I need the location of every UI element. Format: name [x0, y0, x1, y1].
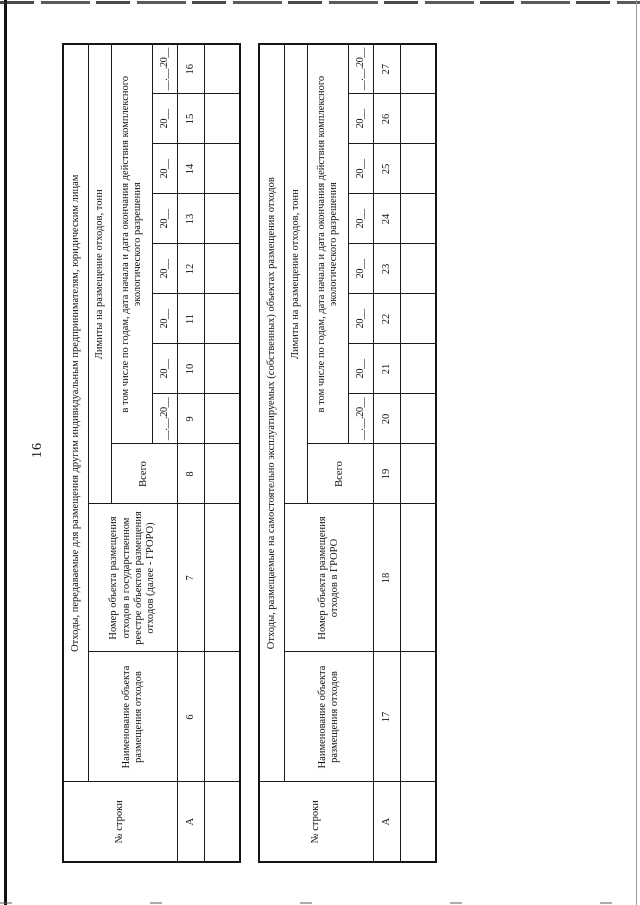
limits-header: Лимиты на размещение отходов, тонн	[88, 44, 112, 504]
row-letter-cell: А	[177, 782, 205, 862]
column-number-cell: 21	[373, 344, 401, 394]
year-label-cell: 20__	[348, 294, 374, 344]
empty-data-cell	[400, 244, 436, 294]
row-number-header: № строки	[63, 782, 178, 862]
empty-data-cell	[204, 782, 240, 862]
empty-data-cell	[204, 144, 240, 194]
empty-data-cell	[204, 652, 240, 782]
year-label-cell: 20__	[348, 344, 374, 394]
year-label-cell: __.__.20__	[152, 394, 178, 444]
empty-data-cell	[400, 294, 436, 344]
year-label-cell: 20__	[152, 94, 178, 144]
column-number-cell: 12	[177, 244, 205, 294]
column-number-cell: 16	[177, 44, 205, 94]
column-number-cell: 17	[373, 652, 401, 782]
column-number-cell: 19	[373, 444, 401, 504]
empty-data-cell	[204, 344, 240, 394]
row-letter-cell: А	[373, 782, 401, 862]
column-number-cell: 25	[373, 144, 401, 194]
empty-data-cell	[400, 43, 436, 94]
year-label-cell: 20__	[348, 144, 374, 194]
empty-data-cell	[204, 504, 240, 652]
empty-data-cell	[400, 344, 436, 394]
year-label-cell: 20__	[152, 194, 178, 244]
site-name-header: Наименование объекта размещения отходов	[88, 652, 178, 782]
empty-data-cell	[204, 194, 240, 244]
column-number-cell: 18	[373, 504, 401, 652]
scan-edge-artifact-bottom	[0, 902, 640, 904]
year-label-cell: __.__.20__	[348, 394, 374, 444]
column-number-cell: 24	[373, 194, 401, 244]
empty-data-cell	[400, 144, 436, 194]
empty-data-cell	[204, 94, 240, 144]
column-number-cell: 27	[373, 43, 401, 94]
empty-data-cell	[400, 194, 436, 244]
page-number: 16	[30, 442, 45, 458]
total-header: Всего	[111, 444, 178, 504]
column-number-cell: 10	[177, 344, 205, 394]
year-label-cell: 20__	[152, 344, 178, 394]
column-number-cell: 26	[373, 94, 401, 144]
column-number-cell: 11	[177, 294, 205, 344]
groro-number-header: Номер объекта размещения отходов в ГРОРО	[284, 504, 374, 652]
column-number-cell: 23	[373, 244, 401, 294]
year-label-cell: 20__	[152, 144, 178, 194]
column-number-cell: 14	[177, 144, 205, 194]
table-title: Отходы, передаваемые для размещения друг…	[63, 44, 89, 782]
empty-data-cell	[400, 444, 436, 504]
year-label-cell: __.__.20__	[152, 44, 178, 94]
column-number-cell: 20	[373, 394, 401, 444]
empty-data-cell	[204, 444, 240, 504]
column-number-cell: 22	[373, 294, 401, 344]
empty-data-cell	[400, 504, 436, 652]
by-years-header: в том числе по годам, дата начала и дата…	[111, 44, 153, 444]
empty-data-cell	[204, 244, 240, 294]
empty-data-cell	[400, 394, 436, 444]
table-title: Отходы, размещаемые на самостоятельно эк…	[259, 43, 285, 782]
limits-header: Лимиты на размещение отходов, тонн	[284, 43, 308, 504]
total-header: Всего	[307, 444, 374, 504]
empty-data-cell	[400, 652, 436, 782]
year-label-cell: __.__.20__	[348, 43, 374, 94]
empty-data-cell	[400, 782, 436, 862]
column-number-cell: 8	[177, 444, 205, 504]
column-number-cell: 9	[177, 394, 205, 444]
empty-data-cell	[204, 294, 240, 344]
row-number-header: № строки	[259, 782, 374, 862]
column-number-cell: 6	[177, 652, 205, 782]
empty-data-cell	[400, 94, 436, 144]
column-number-cell: 7	[177, 504, 205, 652]
year-label-cell: 20__	[152, 244, 178, 294]
year-label-cell: 20__	[348, 94, 374, 144]
site-name-header: Наименование объекта размещения отходов	[284, 652, 374, 782]
scan-edge-artifact-left	[4, 0, 7, 905]
year-label-cell: 20__	[152, 294, 178, 344]
groro-number-header: Номер объекта размещения отходов в госуд…	[88, 504, 178, 652]
empty-data-cell	[204, 394, 240, 444]
column-number-cell: 15	[177, 94, 205, 144]
year-label-cell: 20__	[348, 194, 374, 244]
year-label-cell: 20__	[348, 244, 374, 294]
own-site-waste-limits-table: № строки Отходы, размещаемые на самостоя…	[258, 42, 437, 863]
by-years-header: в том числе по годам, дата начала и дата…	[307, 43, 349, 444]
column-number-cell: 13	[177, 194, 205, 244]
waste-transfer-limits-table: № строки Отходы, передаваемые для размещ…	[62, 43, 241, 863]
scan-edge-artifact-top	[0, 1, 640, 4]
scan-edge-artifact-right	[636, 0, 637, 905]
empty-data-cell	[204, 44, 240, 94]
